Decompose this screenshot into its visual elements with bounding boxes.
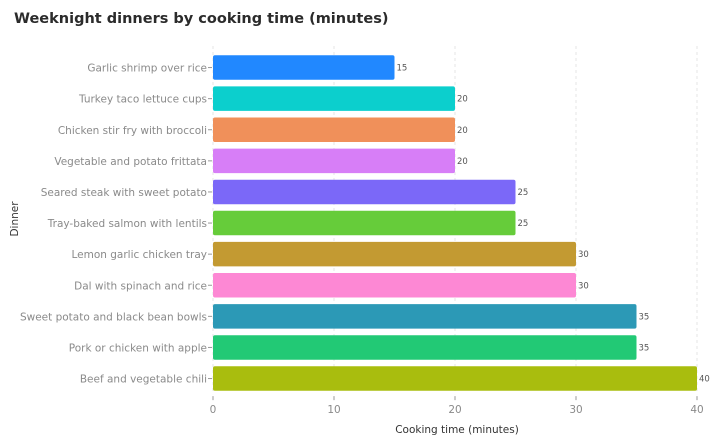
bar-10 [213, 366, 697, 391]
category-label-2: Chicken stir fry with broccoli [58, 125, 207, 137]
x-tick-label-1: 10 [327, 404, 340, 416]
category-label-8: Sweet potato and black bean bowls [20, 311, 207, 323]
category-label-4: Seared steak with sweet potato [41, 187, 207, 199]
category-label-3: Vegetable and potato frittata [54, 156, 207, 168]
category-label-9: Pork or chicken with apple [69, 342, 207, 354]
data-label-2: 20 [457, 126, 468, 136]
chart-title: Weeknight dinners by cooking time (minut… [14, 11, 389, 27]
data-label-9: 35 [639, 343, 650, 353]
data-label-6: 30 [578, 250, 589, 260]
x-tick-label-4: 40 [690, 404, 703, 416]
data-label-7: 30 [578, 281, 589, 291]
bar-9 [213, 335, 637, 360]
bar-0 [213, 55, 395, 80]
bars [213, 55, 697, 391]
data-label-5: 25 [518, 219, 529, 229]
labels: 0 10 20 30 40 Garlic shrimp over rice 15 Turkey… [20, 63, 710, 417]
category-label-7: Dal with spinach and rice [74, 280, 207, 292]
y-axis-title: Dinner [9, 201, 21, 237]
x-tick-label-3: 30 [569, 404, 582, 416]
bar-7 [213, 273, 576, 298]
bar-5 [213, 210, 516, 236]
data-label-1: 20 [457, 95, 468, 105]
bar-1 [213, 86, 455, 111]
data-label-4: 25 [518, 188, 529, 198]
category-label-6: Lemon garlic chicken tray [72, 249, 208, 261]
x-tick-label-0: 0 [210, 404, 217, 416]
bar-3 [213, 148, 455, 174]
bar-6 [213, 241, 576, 267]
bar-2 [213, 117, 455, 142]
bar-8 [213, 304, 637, 329]
x-axis-title: Cooking time (minutes) [395, 424, 519, 436]
category-label-10: Beef and vegetable chili [80, 374, 207, 386]
category-label-1: Turkey taco lettuce cups [78, 94, 207, 106]
data-label-8: 35 [639, 312, 650, 322]
data-label-0: 15 [397, 64, 408, 74]
data-label-3: 20 [457, 157, 468, 167]
x-tick-label-2: 20 [448, 404, 461, 416]
data-label-10: 40 [699, 375, 710, 385]
category-label-5: Tray-baked salmon with lentils [47, 218, 207, 230]
category-label-0: Garlic shrimp over rice [87, 63, 207, 75]
bar-4 [213, 179, 516, 205]
